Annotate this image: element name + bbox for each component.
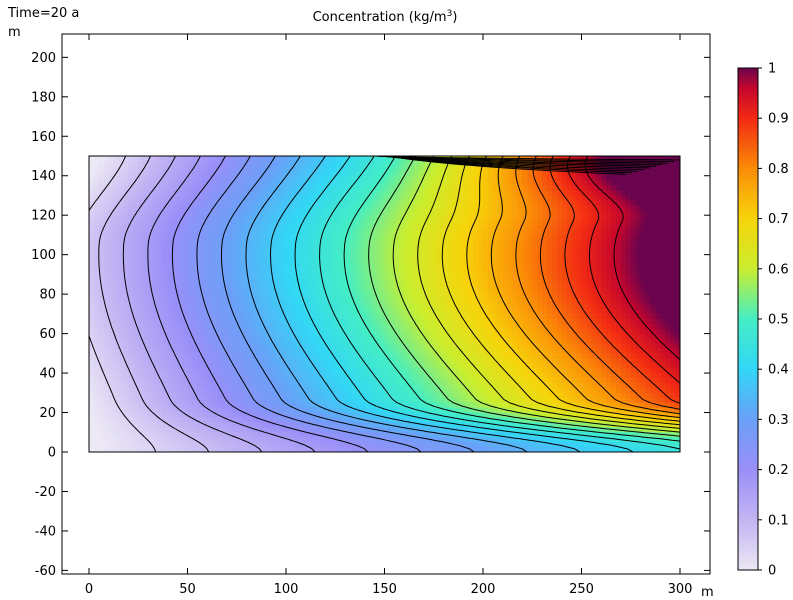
contour-line bbox=[147, 156, 316, 452]
contour-lines bbox=[89, 156, 680, 452]
contour-line bbox=[343, 156, 680, 442]
contour-line bbox=[89, 156, 157, 452]
x-tick-label: 300 bbox=[668, 582, 693, 597]
colorbar-tick-label: 0.2 bbox=[768, 463, 789, 478]
contour-line bbox=[441, 156, 680, 426]
x-tick-label: 250 bbox=[569, 582, 594, 597]
x-tick-label: 0 bbox=[85, 582, 93, 597]
y-unit-label: m bbox=[8, 25, 21, 40]
domain-outline bbox=[88, 155, 681, 453]
colorbar-tick-label: 0.4 bbox=[768, 363, 789, 378]
y-tick-label: -60 bbox=[35, 564, 56, 579]
colorbar-tick-label: 0.6 bbox=[768, 262, 789, 277]
axes-frame bbox=[61, 33, 711, 575]
contour-line bbox=[584, 156, 680, 361]
x-tick-label: 100 bbox=[274, 582, 299, 597]
x-unit-label: m bbox=[701, 585, 714, 600]
y-tick-label: 200 bbox=[31, 51, 56, 66]
y-tick-label: 80 bbox=[39, 288, 56, 303]
contour-line bbox=[122, 156, 263, 452]
contour-line bbox=[98, 156, 210, 452]
contour-line bbox=[549, 156, 680, 404]
contour-line bbox=[221, 156, 475, 452]
contour-line bbox=[388, 156, 627, 175]
colorbar-tick-label: 0.8 bbox=[768, 162, 789, 177]
y-tick-label: 140 bbox=[31, 169, 56, 184]
colorbar-tick-label: 0.1 bbox=[768, 513, 789, 528]
y-tick-label: 160 bbox=[31, 130, 56, 145]
contour-line bbox=[417, 156, 680, 429]
contour-line bbox=[196, 156, 422, 452]
time-label: Time=20 a bbox=[7, 6, 79, 21]
contour-line bbox=[392, 156, 680, 433]
colorbar-tick-label: 1 bbox=[768, 62, 776, 77]
contour-line bbox=[294, 156, 634, 452]
contour-line bbox=[245, 156, 528, 452]
colorbar bbox=[737, 67, 759, 571]
y-tick-label: 180 bbox=[31, 90, 56, 105]
colorbar-tick-label: 0.9 bbox=[768, 112, 789, 127]
colorbar-ticks: 0 0.1 0.2 0.3 0.4 0.5 0.6 0.7 0.8 0.9 1 bbox=[758, 62, 789, 579]
y-tick-label: 60 bbox=[39, 327, 56, 342]
y-tick-label: -20 bbox=[35, 485, 56, 500]
y-tick-label: 40 bbox=[39, 367, 56, 382]
x-tick-label: 50 bbox=[179, 582, 196, 597]
y-tick-label: -40 bbox=[35, 524, 56, 539]
colorbar-tick-label: 0.7 bbox=[768, 212, 789, 227]
colorbar-tick-label: 0.3 bbox=[768, 413, 789, 428]
colorbar-tick-label: 0.5 bbox=[768, 313, 789, 328]
y-tick-label: 20 bbox=[39, 406, 56, 421]
y-tick-label: 0 bbox=[48, 446, 56, 461]
x-tick-label: 200 bbox=[471, 582, 496, 597]
contour-line bbox=[490, 156, 680, 419]
contour-line bbox=[466, 156, 680, 422]
x-tick-label: 150 bbox=[372, 582, 397, 597]
y-tick-label: 100 bbox=[31, 248, 56, 263]
plot-title: Concentration (kg/m3) bbox=[313, 9, 458, 25]
axis-ticks bbox=[62, 34, 710, 574]
y-tick-label: 120 bbox=[31, 209, 56, 224]
colorbar-tick-label: 0 bbox=[768, 564, 776, 579]
contour-line bbox=[270, 156, 581, 452]
contour-line bbox=[515, 156, 680, 415]
contour-line bbox=[171, 156, 369, 452]
contour-line bbox=[368, 156, 680, 437]
axis-tick-labels: 0 50 100 150 200 250 300 -60 -40 -20 0 20 40 60 80 100 1… bbox=[31, 51, 692, 597]
